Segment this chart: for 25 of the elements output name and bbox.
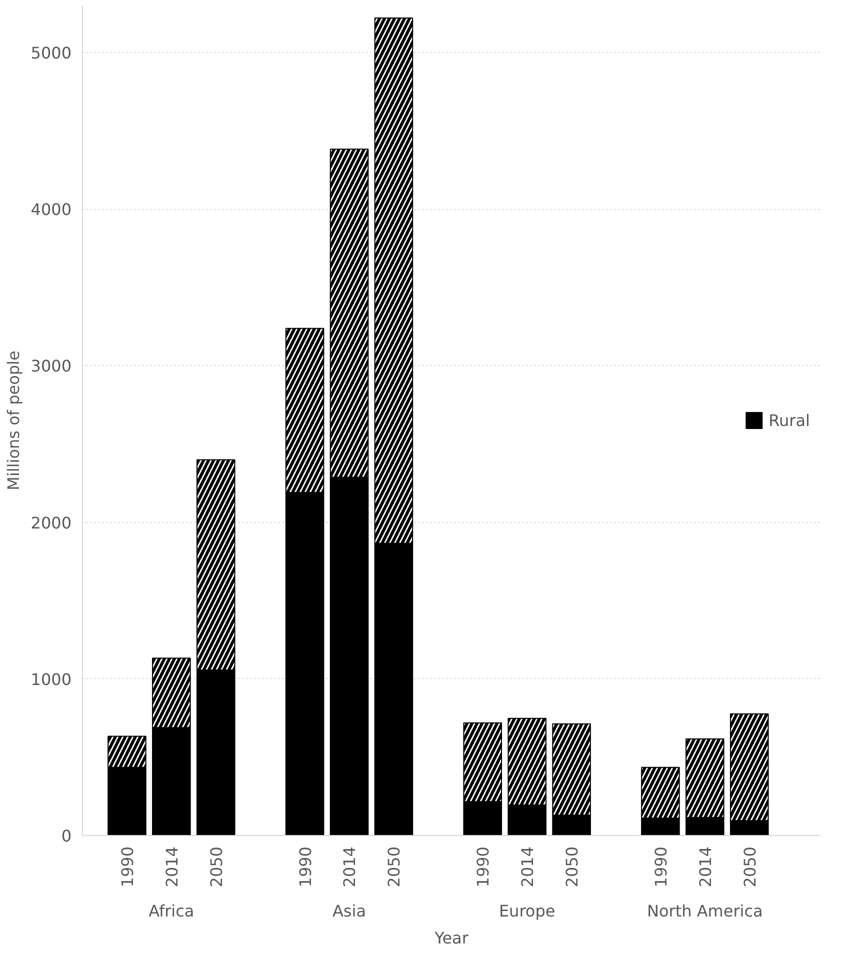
text: Africa: [148, 902, 194, 920]
x-tick-label: 2050: [206, 846, 226, 888]
x-tick-label: 2050: [384, 846, 404, 888]
x-tick-label: 1990: [118, 846, 137, 888]
y-axis-title: Millions of people: [4, 350, 23, 490]
y-tick-label: 5000: [30, 43, 72, 62]
x-tick-label: 2014: [518, 846, 538, 888]
x-tick-label: 1990: [651, 846, 670, 888]
x-tick-label: 2050: [740, 846, 760, 888]
x-tick-label: 2014: [162, 846, 182, 888]
legend-label: Rural: [768, 410, 810, 430]
text: North America: [646, 902, 763, 920]
text: Asia: [332, 902, 366, 920]
y-tick-label: 1000: [30, 670, 72, 689]
y-tick-label: 0: [61, 826, 72, 846]
x-tick-label: 2014: [696, 846, 715, 888]
x-tick-label: 1990: [296, 846, 315, 888]
x-axis-title: Year: [434, 928, 469, 948]
x-tick-label: 1990: [474, 846, 493, 888]
x-tick-label: 2014: [340, 846, 360, 888]
y-tick-label: 2000: [30, 513, 72, 532]
x-tick-label: 2050: [562, 846, 582, 888]
y-tick-label: 4000: [30, 200, 72, 220]
text: Europe: [498, 902, 556, 920]
y-tick-label: 3000: [30, 356, 72, 376]
